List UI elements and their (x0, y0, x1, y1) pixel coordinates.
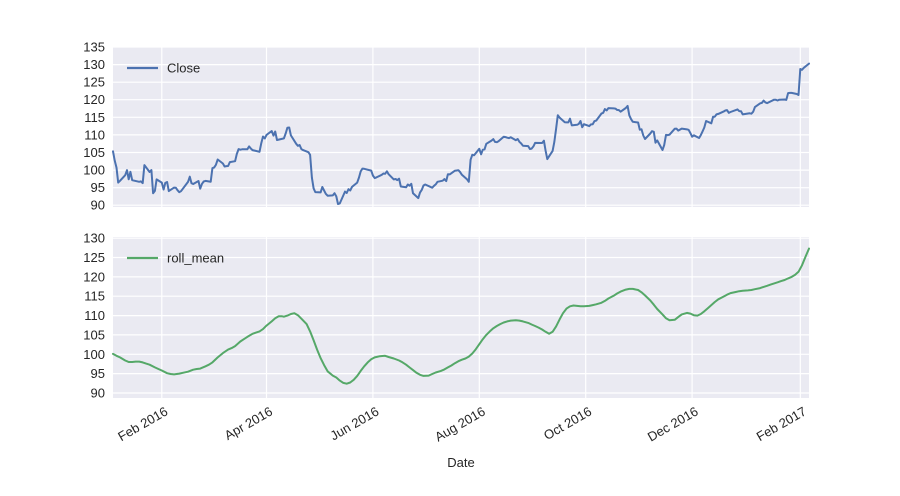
y-tick-label: 90 (91, 198, 105, 213)
x-axis-label: Date (447, 455, 474, 470)
y-tick-label: 130 (83, 231, 105, 246)
x-tick-label: Apr 2016 (222, 404, 275, 443)
x-tick-label: Oct 2016 (541, 404, 594, 443)
y-tick-label: 125 (83, 250, 105, 265)
y-tick-label: 110 (84, 127, 105, 142)
bottom-plot-area (113, 237, 809, 398)
y-tick-label: 115 (84, 289, 105, 304)
y-tick-label: 135 (83, 40, 105, 55)
y-tick-label: 110 (84, 308, 105, 323)
y-tick-label: 100 (83, 163, 105, 178)
roll-mean-line (112, 247, 810, 385)
x-tick-label: Aug 2016 (432, 404, 488, 445)
y-tick-label: 120 (83, 92, 105, 107)
x-tick-label: Feb 2016 (115, 404, 170, 444)
close-line (112, 62, 810, 205)
y-tick-label: 130 (83, 57, 105, 72)
y-tick-label: 105 (83, 327, 105, 342)
x-tick-label: Jun 2016 (328, 404, 382, 444)
x-tick-label: Dec 2016 (645, 404, 701, 445)
y-tick-label: 100 (83, 347, 105, 362)
y-tick-label: 115 (84, 110, 105, 125)
legend-label-close: Close (167, 61, 200, 76)
y-tick-label: 105 (83, 145, 105, 160)
y-tick-label: 120 (83, 269, 105, 284)
y-tick-label: 95 (91, 180, 105, 195)
y-tick-label: 125 (83, 75, 105, 90)
y-tick-label: 95 (91, 366, 105, 381)
y-tick-label: 90 (91, 386, 105, 401)
legend-label-roll-mean: roll_mean (167, 251, 224, 266)
x-tick-label: Feb 2017 (754, 404, 809, 444)
top-plot-area (113, 47, 809, 207)
